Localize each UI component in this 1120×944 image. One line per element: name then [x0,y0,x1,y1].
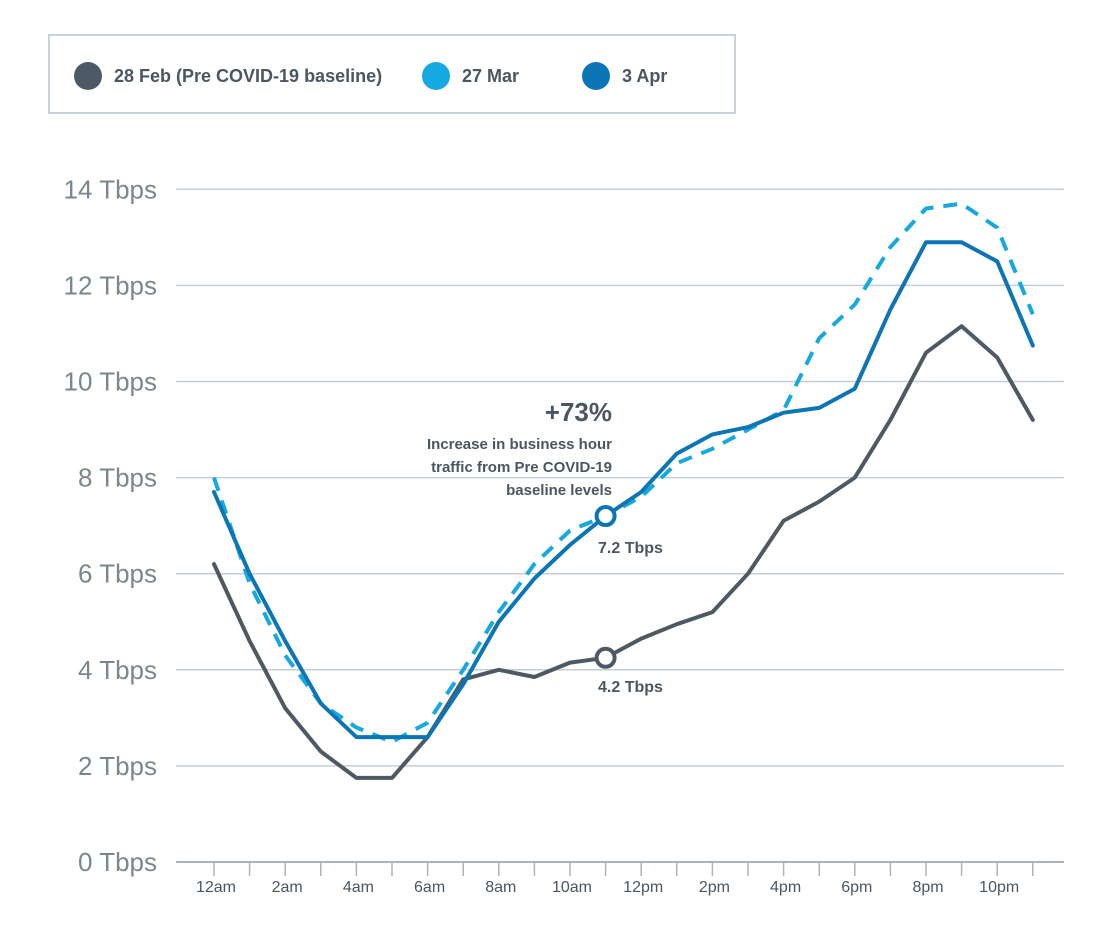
y-tick-label: 8 Tbps [78,463,157,493]
point-markers [594,505,617,669]
x-tick-label: 4am [343,879,374,896]
x-tick-label: 10pm [979,879,1019,896]
x-tick-label: 12pm [623,879,663,896]
legend: 28 Feb (Pre COVID-19 baseline) 27 Mar 3 … [48,34,736,114]
series-line-2 [212,240,1035,740]
x-tick-label: 8am [485,879,516,896]
legend-label-apr: 3 Apr [622,65,668,86]
y-tick-label: 10 Tbps [64,367,157,397]
series-line-0 [212,324,1035,780]
x-tick-label: 2am [272,879,303,896]
data-point-marker [594,646,617,669]
legend-label-mar: 27 Mar [462,65,520,86]
legend-item-apr: 3 Apr [582,62,667,90]
legend-label-feb: 28 Feb (Pre COVID-19 baseline) [114,65,383,86]
x-tick-label: 6am [414,879,445,896]
legend-swatch-mar [422,62,450,90]
y-tick-label: 12 Tbps [64,270,157,300]
y-tick-label: 14 Tbps [64,174,157,204]
annotation-line-2: traffic from Pre COVID-19 [431,459,612,476]
y-axis-ticks: 0 Tbps 2 Tbps 4 Tbps 6 Tbps 8 Tbps 10 Tbps 12 … [64,174,157,877]
y-tick-label: 6 Tbps [78,559,157,589]
y-tick-label: 2 Tbps [78,751,157,781]
annotation-line-1: Increase in business hour [427,436,612,453]
x-tick-label: 12am [196,879,236,896]
x-tick-label: 10am [552,879,592,896]
data-point-marker [594,505,617,528]
marker-label-apr: 7.2 Tbps [598,540,663,557]
series-lines [212,201,1035,780]
x-tick-label: 8pm [912,879,943,896]
y-tick-label: 4 Tbps [78,655,157,685]
legend-swatch-apr [582,62,610,90]
gridlines [176,188,1064,863]
legend-item-feb: 28 Feb (Pre COVID-19 baseline) [74,62,382,90]
x-axis: 12am 2am 4am 6am 8am 10am 12pm 2pm 4pm 6pm 8pm 10pm [196,862,1034,896]
annotation-line-3: baseline levels [506,482,612,499]
annotation-headline: +73% [545,397,612,427]
annotation: +73% Increase in business hour traffic f… [427,397,612,499]
x-tick-label: 4pm [770,879,801,896]
x-tick-label: 2pm [699,879,730,896]
legend-item-mar: 27 Mar [422,62,519,90]
legend-swatch-feb [74,62,102,90]
y-tick-label: 0 Tbps [78,847,157,877]
marker-label-feb: 4.2 Tbps [598,679,663,696]
series-line-1 [212,201,1035,744]
x-tick-label: 6pm [841,879,872,896]
